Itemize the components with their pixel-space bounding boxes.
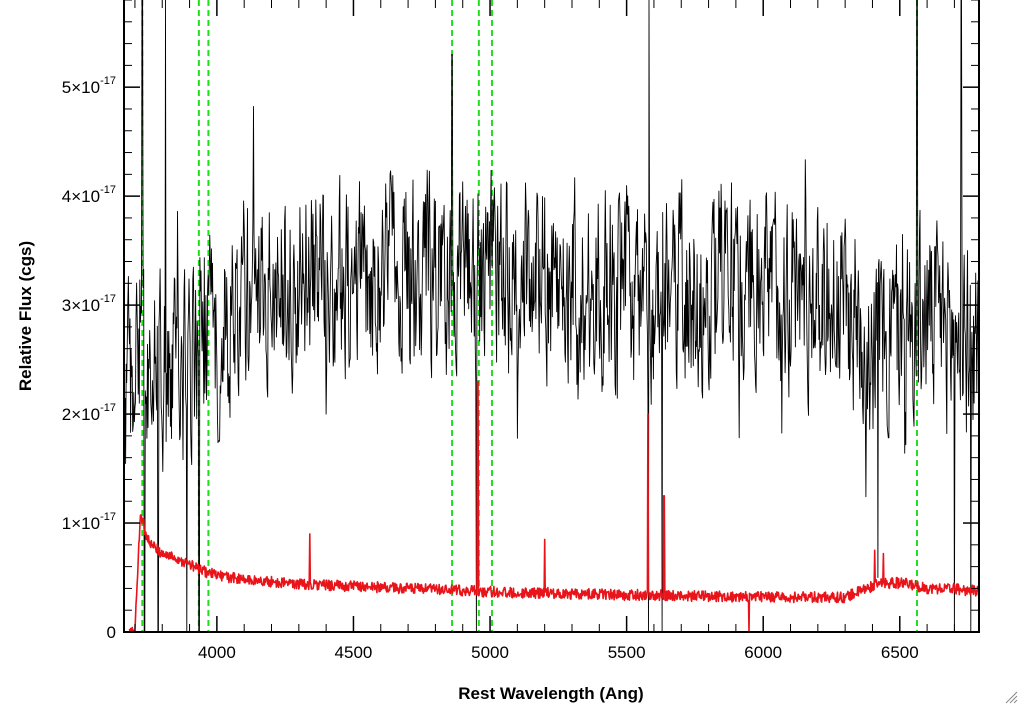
tick-marks <box>124 0 979 633</box>
x-tick-label-5500: 5500 <box>608 643 646 662</box>
resize-grip-icon[interactable] <box>1004 690 1018 704</box>
x-tick-label-6500: 6500 <box>881 643 919 662</box>
y-axis-title: Relative Flux (cgs) <box>16 241 35 391</box>
y-tick-label-5: 5×10-17 <box>62 75 116 97</box>
axes <box>123 0 980 633</box>
series-layer <box>124 0 979 632</box>
plot-frame <box>123 0 980 633</box>
y-tick-label-4: 4×10-17 <box>62 184 116 206</box>
y-tick-label-2: 2×10-17 <box>62 402 116 424</box>
x-tick-label-4500: 4500 <box>335 643 373 662</box>
x-tick-label-5000: 5000 <box>471 643 509 662</box>
error-line <box>128 380 979 632</box>
y-tick-label-0: 0 <box>107 623 116 642</box>
y-tick-label-1: 1×10-17 <box>62 511 116 533</box>
x-tick-label-4000: 4000 <box>198 643 236 662</box>
x-axis-title: Rest Wavelength (Ang) <box>458 684 643 703</box>
x-tick-label-6000: 6000 <box>744 643 782 662</box>
y-tick-label-3: 3×10-17 <box>62 293 116 315</box>
tick-labels: 4000 4500 5000 5500 6000 6500 0 1×10-17 2×10-17 3… <box>62 75 919 662</box>
spectrum-line <box>124 0 979 632</box>
